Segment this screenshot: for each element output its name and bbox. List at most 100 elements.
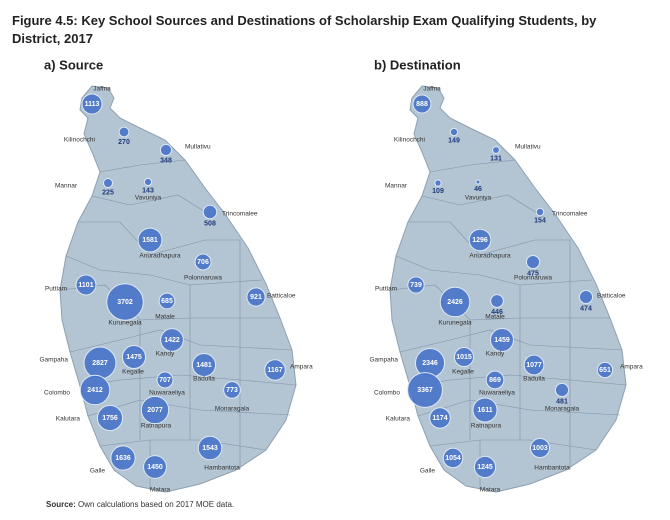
value-label: 888 [416,101,428,108]
bubble [475,179,481,185]
district-label: Ratnapura [471,423,502,430]
value-label: 2077 [147,407,163,414]
value-label: 131 [490,155,502,162]
bubble [535,207,545,217]
value-label: 474 [580,305,592,312]
district-label: Puttlam [375,286,397,293]
district-label: Kalutara [386,416,411,423]
district-label: Ratnapura [141,423,172,430]
district-label: Monaragala [545,406,580,413]
district-label: Mullativu [515,144,541,151]
district-label: Jaffna [93,86,111,93]
district-label: Ampara [620,364,643,371]
district-label: Trincomalee [222,211,258,218]
district-label: Batticaloe [267,293,296,300]
bubble [439,286,471,318]
value-label: 1422 [164,337,180,344]
value-label: 225 [102,189,114,196]
district-label: Hambantota [204,465,240,472]
district-label: Matale [485,314,505,321]
value-label: 1636 [115,455,131,462]
bubble [156,371,174,389]
figure-title: Figure 4.5: Key School Sources and Desti… [12,13,597,46]
value-label: 1475 [126,354,142,361]
value-label: 1077 [526,362,542,369]
district-label: Polonnaruwa [184,275,222,282]
district-label: Polonnaruwa [514,275,552,282]
value-label: 149 [448,138,460,145]
district-label: Galle [420,468,436,475]
district-label: Kalutara [56,416,81,423]
value-label: 921 [250,294,262,301]
value-label: 46 [474,186,482,193]
bubble [143,455,167,479]
district-label: Hambantota [534,465,570,472]
bubble [140,395,170,425]
value-label: 1113 [85,101,100,108]
value-label: 143 [142,187,154,194]
map-right [389,85,627,493]
district-label: Badulla [193,376,215,383]
value-label: 2827 [92,360,108,367]
district-label: Trincomalee [552,211,588,218]
bubble [159,143,173,157]
district-label: Colombo [44,390,70,397]
value-label: 869 [489,377,501,384]
district-label: Matara [480,487,501,494]
bubble [407,276,425,294]
value-label: 1174 [432,415,447,422]
source-note: Source: Own calculations based on 2017 M… [46,500,234,509]
value-label: 706 [197,259,209,266]
bubble [434,179,442,187]
district-label: Mullativu [185,144,211,151]
district-label: Matara [150,487,171,494]
value-label: 1450 [147,464,163,471]
bubble [490,328,514,352]
district-label: Monaragala [215,406,250,413]
bubble [412,94,432,114]
value-label: 1611 [477,407,492,414]
value-label: 3702 [117,299,133,306]
district-label: Nuwaraeliya [479,390,515,397]
district-label: Anuradhapura [139,253,181,260]
district-label: Vavuniya [465,195,492,202]
bubble [453,346,475,368]
value-label: 1481 [196,362,212,369]
bubble [191,352,217,378]
value-label: 1756 [102,415,118,422]
bubble [194,253,212,271]
source-text: Own calculations based on 2017 MOE data. [78,500,235,509]
district-label: Kegalle [452,369,474,376]
value-label: 2412 [87,387,103,394]
value-label: 1167 [267,367,282,374]
bubble [110,445,136,471]
value-label: 154 [534,218,546,225]
district-label: Kurunegala [438,320,472,327]
value-label: 109 [432,188,444,195]
bubble [449,127,459,137]
district-label: Ampara [290,364,313,371]
bubble [158,292,176,310]
source-label: Source: [46,500,76,509]
bubble [75,274,97,296]
bubble [246,287,266,307]
value-label: 508 [204,221,216,228]
value-label: 348 [160,157,172,164]
bubble [264,359,286,381]
district-label: Mannar [385,183,408,190]
value-label: 685 [161,298,173,305]
bubble [554,382,570,398]
district-label: Colombo [374,390,400,397]
bubble [429,407,451,429]
value-label: 270 [118,139,130,146]
bubble [197,435,223,461]
bubble [442,447,464,469]
bubble [529,437,551,459]
value-label: 2426 [447,299,463,306]
value-label: 3367 [417,387,433,394]
value-label: 481 [556,398,568,405]
bubble [485,370,505,390]
value-label: 1245 [477,464,493,471]
value-label: 651 [599,367,611,374]
